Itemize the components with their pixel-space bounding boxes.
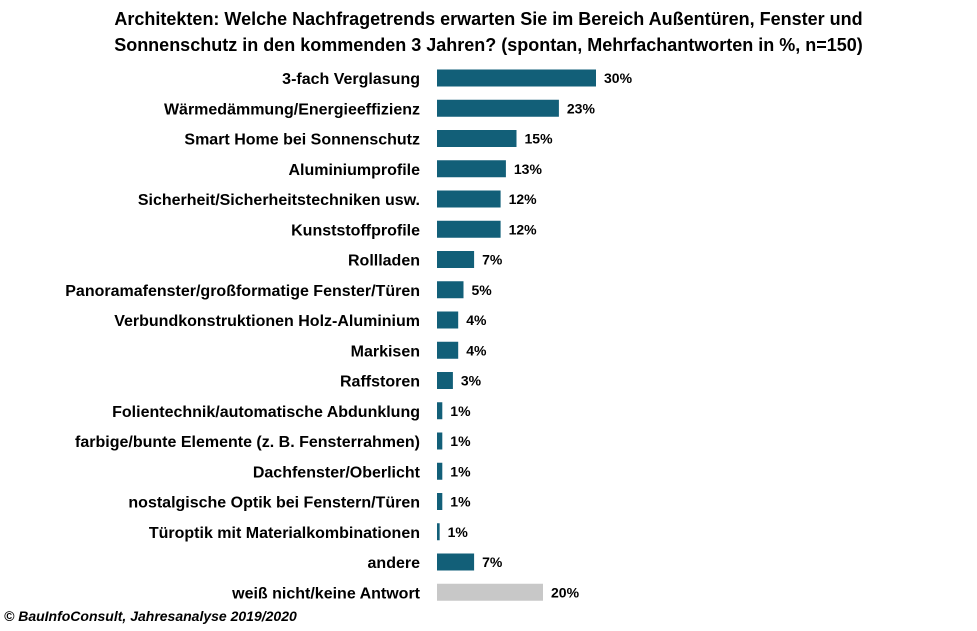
category-label: 3-fach Verglasung (282, 71, 420, 88)
category-label: andere (368, 555, 421, 572)
bar (437, 99, 559, 117)
value-label: 5% (472, 282, 493, 298)
value-label: 4% (466, 312, 487, 328)
category-label: Smart Home bei Sonnenschutz (184, 132, 420, 149)
bar (437, 190, 501, 208)
value-label: 12% (509, 221, 538, 237)
bar (437, 493, 443, 510)
bars-layer: 3-fach Verglasung 30% Wärmedämmung/Energie… (65, 69, 633, 602)
value-label: 4% (466, 342, 487, 358)
source-note: © BauInfoConsult, Jahresanalyse 2019/202… (4, 608, 297, 624)
bar (437, 372, 453, 389)
value-label: 12% (509, 191, 538, 207)
bar (437, 251, 475, 268)
value-label: 1% (450, 494, 471, 510)
chart-title-line-1: Architekten: Welche Nachfragetrends erwa… (114, 9, 863, 29)
bar (437, 341, 459, 359)
value-label: 1% (450, 463, 471, 479)
value-label: 7% (482, 252, 503, 268)
bar (437, 402, 443, 420)
bar (437, 69, 596, 87)
bar (437, 220, 501, 238)
bar (437, 523, 440, 541)
category-label: Rollladen (348, 253, 420, 270)
value-label: 30% (604, 70, 633, 86)
category-label: Sicherheit/Sicherheitstechniken usw. (138, 192, 420, 209)
value-label: 7% (482, 554, 503, 570)
category-label: Türoptik mit Materialkombinationen (149, 525, 420, 542)
value-label: 3% (461, 373, 482, 389)
category-label: Raffstoren (340, 374, 420, 391)
category-label: Aluminiumprofile (288, 162, 420, 179)
category-label: Kunststoffprofile (291, 222, 420, 239)
bar (437, 311, 459, 329)
category-label: Dachfenster/Oberlicht (253, 464, 421, 481)
bar (437, 130, 517, 147)
bar (437, 553, 475, 571)
value-label: 1% (450, 403, 471, 419)
category-label: farbige/bunte Elemente (z. B. Fensterrah… (75, 434, 420, 451)
value-label: 23% (567, 100, 596, 116)
value-label: 13% (514, 161, 543, 177)
category-label: weiß nicht/keine Antwort (231, 585, 421, 602)
value-label: 20% (551, 584, 580, 600)
value-label: 15% (525, 131, 554, 147)
category-label: Folientechnik/automatische Abdunklung (112, 404, 420, 421)
category-label: Verbundkonstruktionen Holz-Aluminium (114, 313, 420, 330)
chart-title: Architekten: Welche Nachfragetrends erwa… (0, 6, 977, 58)
category-label: Wärmedämmung/Energieeffizienz (164, 101, 420, 118)
bar (437, 583, 543, 601)
bar (437, 462, 443, 480)
bar (437, 160, 506, 178)
bar (437, 281, 464, 299)
category-label: nostalgische Optik bei Fenstern/Türen (128, 495, 420, 512)
value-label: 1% (448, 524, 469, 540)
bar (437, 432, 443, 450)
category-label: Markisen (351, 343, 420, 360)
category-label: Panoramafenster/großformatige Fenster/Tü… (65, 283, 420, 300)
value-label: 1% (450, 433, 471, 449)
chart-title-line-2: Sonnenschutz in den kommenden 3 Jahren? … (114, 35, 863, 55)
